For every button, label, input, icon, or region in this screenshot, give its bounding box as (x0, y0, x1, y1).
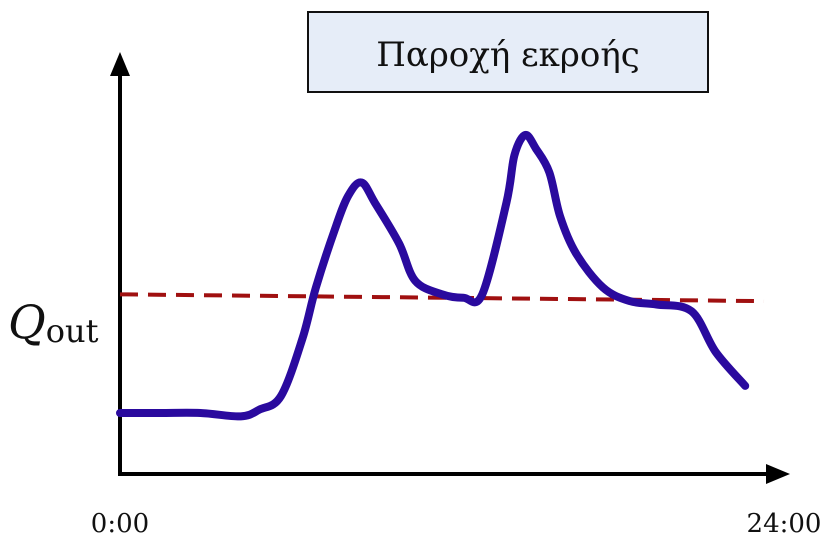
x-tick-label-start: 0:00 (91, 509, 149, 538)
y-axis-arrow (110, 52, 130, 76)
outflow-series-line (116, 130, 750, 421)
chart-title: Παροχή εκροής (376, 35, 640, 75)
x-tick-label-end: 24:00 (747, 509, 822, 538)
qout-label-main: Q (8, 295, 46, 349)
x-axis-arrow (766, 464, 790, 484)
qout-label-sub: out (46, 312, 99, 350)
chart-title-box (307, 11, 709, 93)
qout-label: Qout (8, 295, 99, 350)
